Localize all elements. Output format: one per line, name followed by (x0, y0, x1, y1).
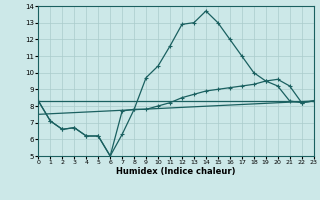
X-axis label: Humidex (Indice chaleur): Humidex (Indice chaleur) (116, 167, 236, 176)
